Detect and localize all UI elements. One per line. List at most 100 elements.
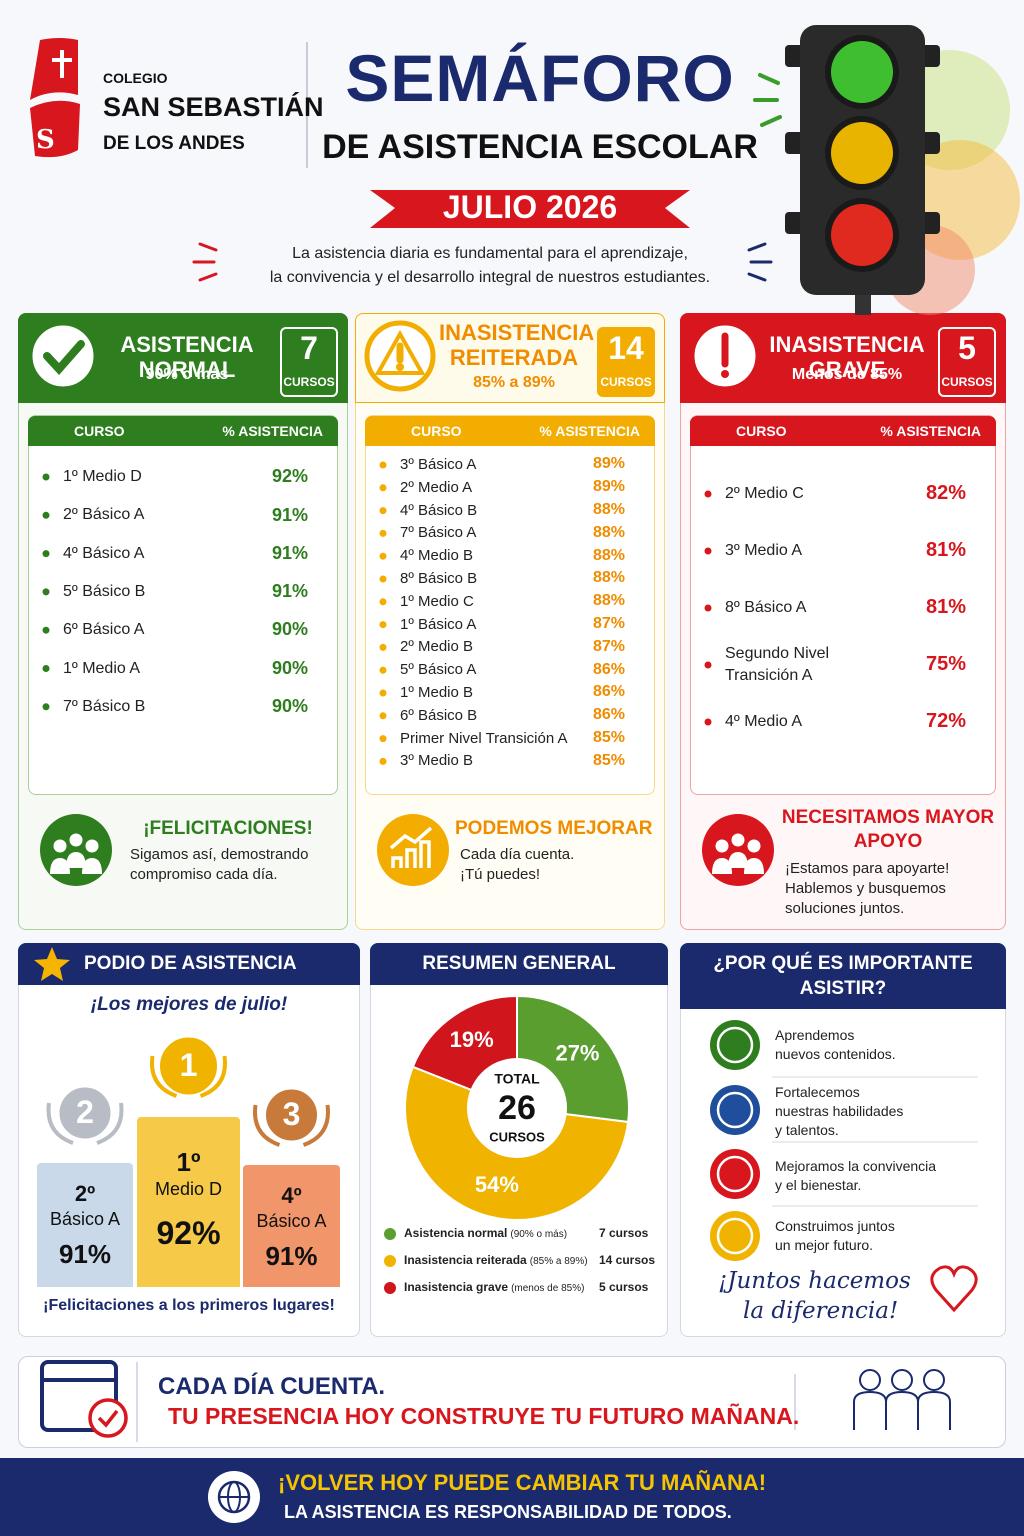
people-icon xyxy=(917,1390,951,1430)
legend-count: 7 cursos xyxy=(599,1226,649,1240)
accent xyxy=(192,242,218,282)
course-name: 2º Medio B xyxy=(400,638,474,656)
card-header xyxy=(680,943,1006,1009)
attendance-value: 88% xyxy=(592,546,625,564)
legend-note: (90% o más) xyxy=(510,1229,568,1240)
message-title: ¡FELICITACIONES! xyxy=(143,818,313,839)
attendance-value: 85% xyxy=(592,751,625,769)
banner-line: TU PRESENCIA HOY CONSTRUYE TU FUTURO MAÑ… xyxy=(168,1403,800,1429)
table-header xyxy=(365,416,655,446)
status-icon xyxy=(43,340,85,375)
why-text: Mejoramos la convivencia xyxy=(775,1158,937,1174)
bullet xyxy=(379,598,387,606)
pie-center xyxy=(467,1058,567,1158)
legend-count: 5 cursos xyxy=(599,1280,649,1294)
card-title: ASISTIR? xyxy=(799,978,887,999)
bullet xyxy=(704,718,712,726)
message-text: ¡Estamos para apoyarte! xyxy=(785,860,950,877)
medal xyxy=(56,1084,114,1142)
bullet xyxy=(42,473,50,481)
calendar-icon xyxy=(88,1398,128,1438)
podium-block xyxy=(37,1163,133,1287)
message-icon xyxy=(744,858,764,874)
course-name: 1º Básico A xyxy=(400,615,477,633)
laurel xyxy=(150,1055,227,1098)
status-icon xyxy=(27,320,99,392)
traffic-light xyxy=(753,25,1020,315)
message-icon xyxy=(712,858,732,874)
why-icon xyxy=(716,1217,754,1255)
slogan: ¡Juntos hacemos xyxy=(718,1268,911,1294)
attendance-value: 88% xyxy=(592,523,625,541)
course-name: 3º Medio A xyxy=(725,542,802,559)
attendance-value: 87% xyxy=(592,615,625,632)
why-text: y el bienestar. xyxy=(775,1177,862,1193)
attendance-value: 92% xyxy=(271,466,308,487)
panel-title: INASISTENCIA REITERADA xyxy=(439,320,595,370)
legend-count: 14 cursos xyxy=(599,1253,656,1267)
medal-number: 2 xyxy=(76,1094,94,1130)
slice-label: 27% xyxy=(555,1040,599,1065)
people-icon xyxy=(923,1369,945,1391)
card-header xyxy=(18,943,360,985)
bullet xyxy=(379,735,387,743)
bullet xyxy=(42,665,50,672)
course-name: 2º Medio A xyxy=(400,478,473,496)
why-text: Aprendemos xyxy=(775,1027,855,1043)
footer xyxy=(0,1458,1024,1536)
course-name: 4º Medio A xyxy=(725,713,802,730)
legend-name: Asistencia normal xyxy=(404,1226,508,1240)
table xyxy=(690,415,996,795)
why-text: Fortalecemos xyxy=(775,1084,860,1100)
card-title: RESUMEN GENERAL xyxy=(422,953,616,974)
school-name: DE LOS ANDES xyxy=(103,132,245,154)
bullet xyxy=(42,703,50,711)
attendance-value: 75% xyxy=(925,653,966,675)
attendance-value: 90% xyxy=(271,657,308,678)
legend-entry: Inasistencia reiterada (85% a 89%) xyxy=(404,1253,588,1267)
banner-line: CADA DÍA CUENTA. xyxy=(158,1373,386,1400)
bullet xyxy=(704,661,712,669)
ribbon xyxy=(370,190,690,228)
people-icon xyxy=(853,1390,887,1430)
panel-title: INASISTENCIA GRAVE xyxy=(769,332,925,382)
course-name: 5º Básico A xyxy=(400,661,477,679)
message-icon xyxy=(728,852,748,868)
bullet xyxy=(379,529,387,537)
slogan: la diferencia! xyxy=(743,1298,899,1324)
subtitle: DE ASISTENCIA ESCOLAR xyxy=(322,128,758,166)
attendance-value: 82% xyxy=(925,482,966,504)
message-icon xyxy=(389,826,433,868)
why-text: Construimos juntos xyxy=(775,1218,895,1234)
pie-center-label: 26 xyxy=(498,1089,536,1127)
bullet xyxy=(42,550,50,558)
message-icon xyxy=(715,839,729,853)
attendance-value: 89% xyxy=(592,478,625,496)
bullet xyxy=(42,511,50,519)
pie-center-label: TOTAL xyxy=(494,1071,540,1087)
legend-note: (menos de 85%) xyxy=(511,1283,585,1294)
attendance-value: 86% xyxy=(592,660,625,678)
column-header: CURSO xyxy=(74,423,125,439)
attendance-value: 88% xyxy=(592,569,625,587)
why-text: y talentos. xyxy=(775,1122,839,1138)
message-text: ¡Tú puedes! xyxy=(460,866,541,883)
status-icon xyxy=(721,370,729,378)
laurel xyxy=(253,1104,330,1147)
people-icon xyxy=(885,1390,919,1430)
attendance-value: 81% xyxy=(925,539,966,561)
legend-name: Inasistencia grave xyxy=(404,1280,509,1294)
message-text: Hablemos y busquemos xyxy=(785,880,946,897)
course-name: 7º Básico B xyxy=(63,697,146,715)
attendance-value: 88% xyxy=(592,592,625,610)
podium-value: 92% xyxy=(156,1215,221,1251)
calendar-icon xyxy=(40,1360,118,1432)
status-icon xyxy=(374,329,426,375)
footer-line: LA ASISTENCIA ES RESPONSABILIDAD DE TODO… xyxy=(284,1502,732,1522)
people-icon xyxy=(859,1369,881,1391)
course-name: Primer Nivel Transición A xyxy=(400,729,568,747)
podium-course: 4º xyxy=(281,1183,302,1208)
course-name: 4º Básico A xyxy=(63,544,145,562)
